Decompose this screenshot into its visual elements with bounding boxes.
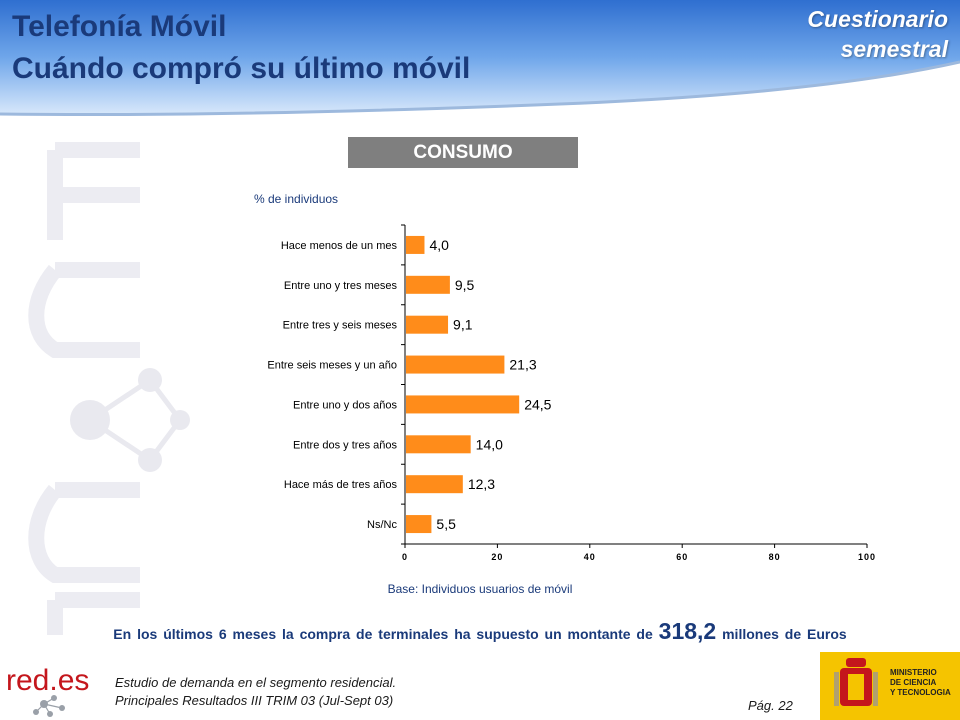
x-tick-label: 60 — [676, 552, 688, 562]
value-label: 9,1 — [453, 317, 473, 333]
value-label: 21,3 — [509, 357, 536, 373]
logo-text: red.es — [6, 664, 89, 697]
value-label: 9,5 — [455, 277, 475, 293]
badge-line-2: semestral — [840, 36, 948, 62]
badge-line-1: Cuestionario — [807, 6, 948, 32]
x-tick-label: 0 — [402, 552, 408, 562]
ministry-logo: MINISTERIO DE CIENCIA Y TECNOLOGIA — [820, 652, 960, 720]
summary-statement: En los últimos 6 meses la compra de term… — [0, 618, 960, 645]
category-label: Entre tres y seis meses — [283, 320, 398, 332]
value-label: 12,3 — [468, 476, 495, 492]
x-tick-label: 100 — [858, 552, 876, 562]
header-band: Telefonía Móvil Cuándo compró su último … — [0, 0, 960, 128]
bar — [406, 315, 449, 334]
statement-suffix: millones de Euros — [722, 626, 847, 642]
bar — [406, 475, 463, 494]
bar — [406, 355, 505, 374]
bar — [406, 235, 425, 254]
page-title: Telefonía Móvil — [12, 10, 227, 43]
bar — [406, 275, 450, 294]
section-label: CONSUMO — [348, 137, 578, 168]
x-tick-label: 20 — [491, 552, 503, 562]
redes-watermark — [28, 142, 190, 635]
statement-amount: 318,2 — [658, 618, 717, 644]
page-subtitle: Cuándo compró su último móvil — [12, 52, 471, 85]
study-title: Estudio de demanda en el segmento reside… — [115, 675, 397, 690]
category-label: Entre uno y tres meses — [284, 280, 398, 292]
x-tick-label: 40 — [584, 552, 596, 562]
value-label: 4,0 — [429, 237, 449, 253]
statement-prefix: En los últimos 6 meses la compra de term… — [113, 626, 653, 642]
category-label: Entre dos y tres años — [293, 439, 397, 451]
ministry-line-2: DE CIENCIA — [890, 678, 937, 687]
base-note: Base: Individuos usuarios de móvil — [387, 582, 573, 596]
header-background — [0, 0, 960, 117]
ministry-line-1: MINISTERIO — [890, 668, 937, 677]
bar — [406, 395, 520, 414]
bar — [406, 515, 432, 534]
ministry-line-3: Y TECNOLOGIA — [890, 688, 951, 697]
coat-of-arms-icon — [834, 658, 878, 706]
ministry-name: MINISTERIO DE CIENCIA Y TECNOLOGIA — [890, 668, 951, 698]
value-label: 5,5 — [436, 516, 456, 532]
category-label: Hace más de tres años — [284, 479, 398, 491]
category-label: Ns/Nc — [367, 519, 397, 531]
network-icon — [33, 695, 65, 717]
page-number: Pág. 22 — [748, 698, 793, 713]
bar — [406, 435, 471, 454]
category-label: Hace menos de un mes — [281, 240, 398, 252]
x-tick-label: 80 — [769, 552, 781, 562]
axis-label: % de individuos — [254, 192, 338, 206]
questionnaire-badge: Cuestionario semestral — [728, 4, 948, 64]
category-label: Entre uno y dos años — [293, 399, 397, 411]
value-label: 24,5 — [524, 396, 551, 412]
redes-logo: red.es — [6, 664, 89, 717]
study-period: Principales Resultados III TRIM 03 (Jul-… — [115, 693, 394, 708]
value-label: 14,0 — [476, 436, 503, 452]
category-label: Entre seis meses y un año — [267, 360, 397, 372]
